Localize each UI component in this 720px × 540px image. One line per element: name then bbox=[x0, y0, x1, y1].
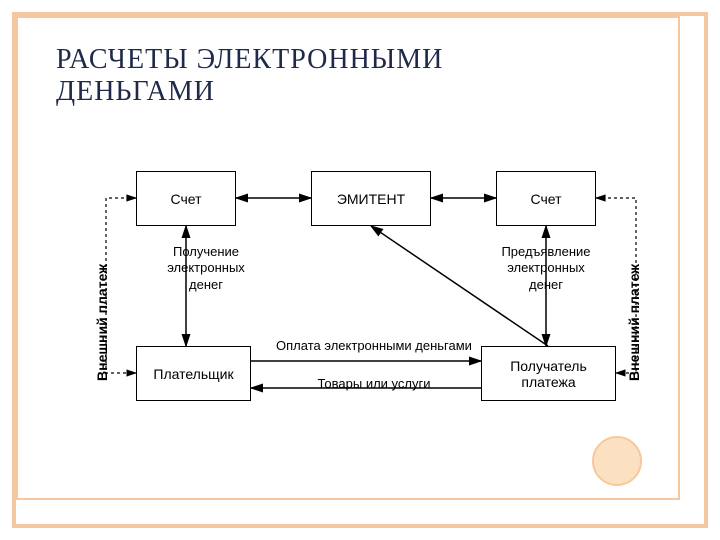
edge-label-present-money: Предъявлениеэлектронныхденег bbox=[481, 244, 611, 293]
node-payer: Плательщик bbox=[136, 346, 251, 401]
edge-label-external-left: Внешний платеж bbox=[94, 221, 110, 381]
node-payer-label: Плательщик bbox=[153, 366, 233, 382]
node-recipient: Получательплатежа bbox=[481, 346, 616, 401]
node-emitter: ЭМИТЕНТ bbox=[311, 171, 431, 226]
node-recipient-label: Получательплатежа bbox=[510, 358, 587, 390]
edge-label-receive-money: Получениеэлектронныхденег bbox=[146, 244, 266, 293]
decor-circle bbox=[592, 436, 642, 486]
diagram-area: Счет ЭМИТЕНТ Счет Плательщик Получательп… bbox=[36, 36, 684, 504]
node-account-left: Счет bbox=[136, 171, 236, 226]
node-account-right-label: Счет bbox=[531, 191, 562, 207]
node-account-left-label: Счет bbox=[171, 191, 202, 207]
node-account-right: Счет bbox=[496, 171, 596, 226]
edge-label-goods: Товары или услуги bbox=[294, 376, 454, 392]
edge-label-external-right: Внешний платеж bbox=[626, 221, 642, 381]
edge-label-payment: Оплата электронными деньгами bbox=[264, 338, 484, 354]
node-emitter-label: ЭМИТЕНТ bbox=[337, 191, 405, 207]
